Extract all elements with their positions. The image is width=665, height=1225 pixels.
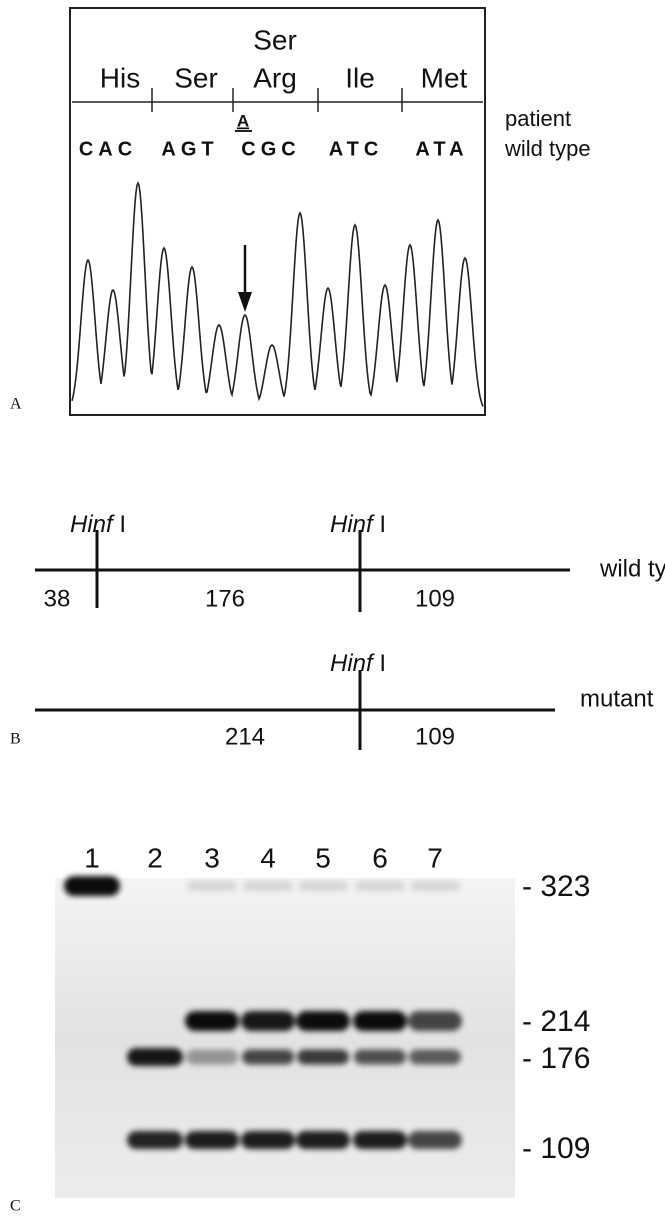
panel-label: C — [10, 1198, 21, 1215]
band — [297, 1050, 349, 1065]
row-label: patient — [505, 106, 571, 131]
amino-acid: His — [100, 62, 140, 93]
panel-label: A — [10, 396, 22, 413]
amino-acid: Met — [421, 62, 468, 93]
band — [242, 1050, 294, 1065]
row-label: wild type — [504, 136, 591, 161]
band — [408, 1131, 462, 1149]
band — [410, 881, 460, 891]
lane-label: 6 — [372, 842, 388, 873]
enzyme-label: Hinf I — [330, 511, 386, 538]
fragment-size: 109 — [415, 723, 455, 750]
size-marker: - 323 — [522, 870, 590, 903]
band — [241, 1131, 295, 1149]
lane-label: 4 — [260, 842, 276, 873]
band — [187, 881, 237, 891]
amino-acid: Ser — [253, 24, 297, 55]
band — [353, 1011, 407, 1031]
band — [298, 881, 348, 891]
size-marker: - 109 — [522, 1132, 590, 1165]
codon: ATA — [415, 138, 468, 160]
fragment-size: 109 — [415, 585, 455, 612]
allele-label: mutant — [580, 685, 654, 712]
band — [353, 1131, 407, 1149]
panel-c: 1 2 3 4 5 6 7 - 323 - 214 - 176 - 109 C — [10, 842, 590, 1214]
band — [354, 1050, 406, 1065]
enzyme-label: Hinf I — [330, 650, 386, 677]
lane-label: 7 — [427, 842, 443, 873]
size-marker: - 214 — [522, 1005, 590, 1038]
allele-label: wild type — [599, 555, 665, 582]
band — [241, 1011, 295, 1031]
band — [127, 1048, 183, 1066]
band — [243, 881, 293, 891]
codon: CAC — [79, 138, 137, 160]
codon: AGT — [161, 138, 218, 160]
band — [409, 1050, 461, 1065]
gel — [55, 878, 515, 1198]
band — [64, 876, 120, 896]
fragment-size: 214 — [225, 723, 265, 750]
band — [296, 1011, 350, 1031]
panel-label: B — [10, 731, 21, 748]
fragment-size: 176 — [205, 585, 245, 612]
lane-label: 3 — [204, 842, 220, 873]
figure: His Ser Ser Arg Ile Met A CAC AGT CGC AT… — [0, 0, 665, 1220]
amino-acid: Ser — [174, 62, 218, 93]
codon: CGC — [241, 138, 300, 160]
panel-a: His Ser Ser Arg Ile Met A CAC AGT CGC AT… — [10, 8, 591, 415]
band — [185, 1011, 239, 1031]
size-marker: - 176 — [522, 1042, 590, 1075]
band — [296, 1131, 350, 1149]
arrow — [238, 245, 252, 312]
lane-label: 1 — [84, 842, 100, 873]
band — [408, 1011, 462, 1031]
codon: ATC — [329, 138, 384, 160]
lane-label: 2 — [147, 842, 163, 873]
fragment-size: 38 — [44, 585, 71, 612]
band — [127, 1131, 183, 1149]
band — [186, 1050, 238, 1065]
amino-acid: Ile — [345, 62, 375, 93]
chromatogram-trace — [72, 183, 483, 406]
lane-label: 5 — [315, 842, 331, 873]
mutant-base: A — [237, 111, 249, 130]
amino-acid: Arg — [253, 62, 297, 93]
enzyme-label: Hinf I — [70, 511, 126, 538]
band — [185, 1131, 239, 1149]
panel-b: Hinf I Hinf I Hinf I wild type mutant 38… — [10, 511, 665, 750]
band — [355, 881, 405, 891]
